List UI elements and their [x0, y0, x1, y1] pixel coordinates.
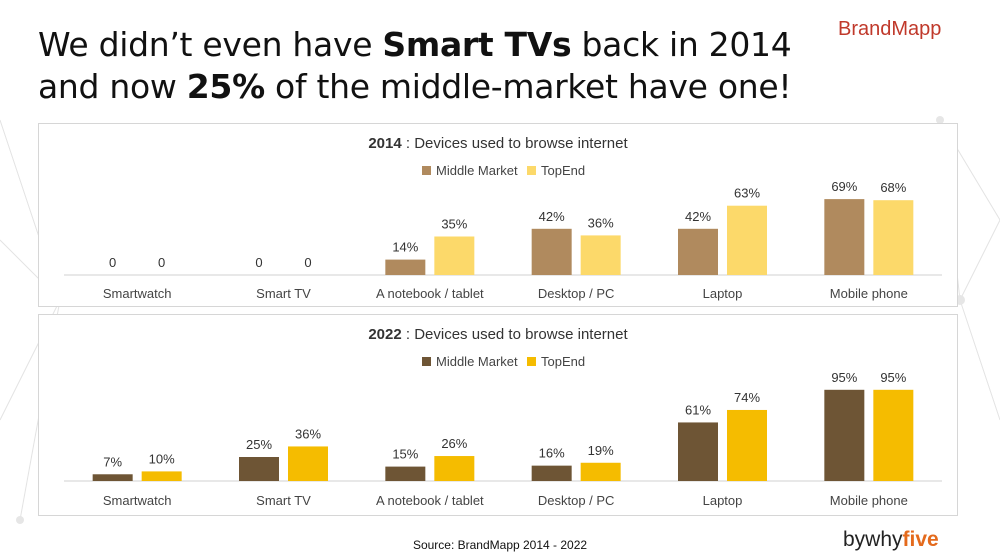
- headline-emphasis: 25%: [186, 67, 265, 106]
- data-label: 95%: [831, 370, 857, 385]
- data-label: 68%: [880, 180, 906, 195]
- chart-2022: 2022 : Devices used to browse internet Mi…: [64, 326, 942, 508]
- headline-emphasis: Smart TVs: [382, 25, 572, 64]
- bar: [288, 446, 328, 481]
- headline-text: We didn’t even have: [38, 25, 383, 64]
- chart-title: 2014 : Devices used to browse internet: [368, 135, 628, 152]
- data-label: 26%: [441, 436, 467, 451]
- bar: [727, 205, 767, 275]
- chart-2014: 2014 : Devices used to browse internet Mi…: [64, 135, 942, 301]
- data-label: 69%: [831, 179, 857, 194]
- bar: [434, 456, 475, 481]
- data-label: 0: [158, 255, 165, 270]
- data-label: 61%: [685, 402, 711, 417]
- legend-label: TopEnd: [541, 354, 585, 369]
- bar: [92, 474, 133, 481]
- footer-logo: bywhyfive: [843, 528, 939, 552]
- category-label: Smartwatch: [103, 286, 172, 301]
- category-label: Smart TV: [256, 286, 311, 301]
- footer-logo-text: bywhy: [843, 528, 903, 551]
- bar: [873, 389, 914, 481]
- chart-panel-2022: 2022 : Devices used to browse internet Mi…: [38, 314, 958, 516]
- data-label: 15%: [392, 447, 418, 462]
- data-label: 19%: [588, 443, 614, 458]
- chart-title-year: 2022: [368, 326, 401, 343]
- bar: [580, 462, 621, 481]
- data-label: 74%: [734, 390, 760, 405]
- category-label: Desktop / PC: [538, 286, 615, 301]
- data-label: 36%: [588, 215, 614, 230]
- bar: [580, 235, 621, 275]
- data-label: 35%: [441, 217, 467, 232]
- data-label: 63%: [734, 186, 760, 201]
- category-label: Mobile phone: [830, 286, 908, 301]
- chart-title: 2022 : Devices used to browse internet: [368, 326, 628, 343]
- footer-logo-accent: five: [902, 528, 939, 551]
- chart-title-text: : Devices used to browse internet: [402, 326, 629, 343]
- chart-title-year: 2014: [368, 135, 402, 152]
- data-label: 95%: [880, 370, 906, 385]
- category-label: Desktop / PC: [538, 493, 615, 508]
- category-label: Laptop: [703, 493, 743, 508]
- bar: [873, 200, 914, 275]
- headline-text: and now: [38, 67, 187, 106]
- headline-line-1: We didn’t even have Smart TVs back in 20…: [38, 24, 792, 66]
- bar: [385, 466, 426, 481]
- chart-panel-2014: 2014 : Devices used to browse internet Mi…: [38, 123, 958, 307]
- bar: [727, 409, 767, 481]
- bar: [434, 236, 475, 275]
- bar: [824, 389, 865, 481]
- bar: [824, 199, 865, 275]
- category-label: Smart TV: [256, 493, 311, 508]
- category-label: A notebook / tablet: [376, 286, 484, 301]
- legend-swatch: [422, 357, 431, 366]
- data-label: 14%: [392, 240, 418, 255]
- data-label: 42%: [685, 209, 711, 224]
- data-label: 10%: [149, 451, 175, 466]
- legend-swatch: [527, 357, 536, 366]
- category-label: A notebook / tablet: [376, 493, 484, 508]
- headline: We didn’t even have Smart TVs back in 20…: [38, 24, 792, 108]
- category-label: Smartwatch: [103, 493, 172, 508]
- headline-text: of the middle-market have one!: [264, 67, 792, 106]
- headline-line-2: and now 25% of the middle-market have on…: [38, 66, 792, 108]
- data-label: 25%: [246, 437, 272, 452]
- data-label: 0: [304, 255, 311, 270]
- legend-label: Middle Market: [436, 354, 518, 369]
- category-label: Laptop: [703, 286, 743, 301]
- bar: [141, 471, 182, 481]
- legend-swatch: [527, 166, 536, 175]
- legend-swatch: [422, 166, 431, 175]
- bar: [678, 422, 718, 481]
- bar: [531, 465, 572, 481]
- data-label: 0: [109, 255, 116, 270]
- bar: [531, 228, 572, 275]
- legend-label: TopEnd: [541, 163, 585, 178]
- category-label: Mobile phone: [830, 493, 908, 508]
- chart-title-text: : Devices used to browse internet: [402, 135, 629, 152]
- data-label: 7%: [103, 454, 122, 469]
- headline-text: back in 2014: [571, 25, 792, 64]
- data-label: 16%: [539, 446, 565, 461]
- data-label: 42%: [539, 209, 565, 224]
- data-label: 36%: [295, 426, 321, 441]
- bar: [385, 259, 426, 275]
- brand-logo: BrandMapp: [838, 18, 942, 40]
- source-note: Source: BrandMapp 2014 - 2022: [412, 538, 588, 552]
- bar: [239, 457, 279, 481]
- legend-label: Middle Market: [436, 163, 518, 178]
- data-label: 0: [255, 255, 262, 270]
- bar: [678, 228, 718, 275]
